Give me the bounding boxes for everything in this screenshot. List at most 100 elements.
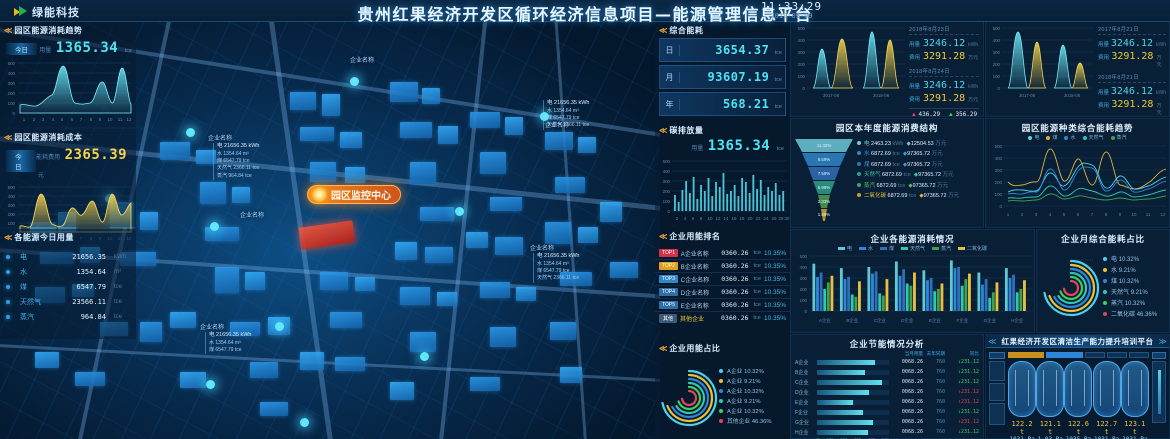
tank-unit[interactable]: 122.6 t1035 Pa bbox=[1064, 361, 1093, 439]
map-marker[interactable] bbox=[275, 322, 284, 331]
table-row[interactable]: F企业 0068.26 760 ↓231.12 bbox=[795, 407, 979, 417]
table-row[interactable]: TOP2 B企业名称 0360.26 tce 10.35% bbox=[655, 260, 790, 273]
stat-line: 费用 3291.28 万元 bbox=[1098, 99, 1162, 116]
kpi-row-day[interactable]: 日 3654.37 tce bbox=[659, 38, 786, 62]
bar bbox=[752, 175, 755, 211]
enterprise-name: A企业 bbox=[795, 359, 809, 366]
tank-pressure: 1035 Pa bbox=[1064, 436, 1092, 439]
energy-value: 6547.79 bbox=[76, 282, 106, 291]
map-enterprise-label: 企业名称 bbox=[240, 213, 265, 219]
kpi-row-month[interactable]: 月 93607.19 tce bbox=[659, 65, 786, 89]
rank-value: 0360.26 bbox=[721, 288, 749, 296]
table-row[interactable]: TOP5 E企业名称 0360.26 tce 10.35% bbox=[655, 299, 790, 312]
map-card-line: 煤 6547.79 tce bbox=[209, 347, 242, 354]
svg-text:500: 500 bbox=[8, 185, 16, 190]
stat-block: 2018年8月24日 用量 3246.12 kWh 费用 3291.28 万元 bbox=[909, 67, 979, 104]
energy-unit: tce bbox=[114, 313, 123, 320]
kpi-row-year[interactable]: 年 568.21 tce bbox=[659, 92, 786, 116]
bar bbox=[850, 294, 854, 311]
monitoring-center-marker[interactable]: 园区监控中心 bbox=[307, 185, 401, 204]
table-row[interactable]: TOP3 C企业名称 0360.26 tce 10.35% bbox=[655, 273, 790, 286]
rank-name: E企业名称 bbox=[680, 303, 709, 310]
cost-metric-label: 能耗费用 bbox=[36, 155, 61, 161]
bar bbox=[984, 279, 988, 311]
bullet-icon bbox=[6, 254, 10, 259]
rank-unit: tce bbox=[753, 315, 761, 321]
table-row[interactable]: TOP1 A企业名称 0360.26 tce 10.35% bbox=[655, 247, 790, 260]
map-info-card: 电 21656.35 kWh 水 1354.64 m³ 煤 6547.79 tc… bbox=[213, 143, 260, 180]
col-header: 去年同期 bbox=[926, 351, 945, 356]
clock: 11:33:29 2019-09-09 bbox=[761, 1, 822, 20]
map-marker[interactable] bbox=[206, 380, 215, 389]
table-row[interactable]: B企业 0068.26 760 ↓231.12 bbox=[795, 367, 979, 377]
enterprise-name: E企业 bbox=[795, 399, 809, 406]
bar bbox=[1008, 278, 1012, 311]
table-row[interactable]: D企业 0068.26 760 ↑231.12 bbox=[795, 387, 979, 397]
bar bbox=[905, 283, 909, 311]
tank-unit[interactable]: 122.7 t1031 Pa bbox=[1092, 361, 1121, 439]
svg-text:20: 20 bbox=[748, 216, 753, 221]
list-item[interactable]: 电 21656.35 kWh bbox=[0, 249, 136, 264]
bar bbox=[782, 191, 785, 211]
map-marker[interactable] bbox=[350, 77, 359, 86]
tag-today[interactable]: 今日 bbox=[6, 43, 37, 55]
svg-text:400: 400 bbox=[8, 194, 16, 199]
table-row[interactable]: H企业 0068.26 760 ↓231.12 bbox=[795, 427, 979, 437]
chevron-right-icon[interactable]: ≫ bbox=[1158, 336, 1167, 346]
list-item[interactable]: 天然气 23566.11 tce bbox=[0, 294, 136, 309]
svg-text:300: 300 bbox=[663, 179, 671, 184]
last-year-value: 760 bbox=[935, 429, 945, 435]
last-year-value: 760 bbox=[935, 389, 945, 395]
list-item[interactable]: 蒸汽 964.84 tce bbox=[0, 309, 136, 324]
kpi-key: 月 bbox=[660, 71, 680, 83]
bar bbox=[949, 260, 953, 311]
table-row[interactable]: 其他 其他企业 0360.26 tce 10.35% bbox=[655, 312, 790, 324]
list-item[interactable]: 煤 6547.79 tce bbox=[0, 279, 136, 294]
svg-text:10: 10 bbox=[108, 117, 113, 122]
map-marker[interactable] bbox=[455, 207, 464, 216]
carbon-metric-unit: tce bbox=[776, 146, 784, 152]
svg-text:0: 0 bbox=[805, 309, 808, 314]
current-value: 0068.26 bbox=[901, 389, 923, 395]
legend-item: 蒸汽 bbox=[932, 245, 951, 252]
map-marker[interactable] bbox=[210, 222, 219, 231]
legend-item: 天然气 bbox=[901, 245, 925, 252]
carbon-metric-value: 1365.34 bbox=[707, 138, 771, 154]
legend-item: 电 10.32% bbox=[1103, 255, 1157, 266]
legend-item: 天然气 9.21% bbox=[1103, 288, 1157, 299]
map-card-line: 蒸汽 964.84 tce bbox=[217, 172, 252, 179]
list-item[interactable]: 水 1354.64 m³ bbox=[0, 264, 136, 279]
panel-title-text: 企业用能排名 bbox=[669, 232, 721, 241]
kpi-key: 年 bbox=[660, 98, 680, 110]
bar bbox=[894, 261, 898, 311]
table-row[interactable]: G企业 0068.26 760 ↑231.12 bbox=[795, 417, 979, 427]
table-row[interactable]: TOP4 D企业名称 0360.26 tce 10.35% bbox=[655, 286, 790, 299]
table-row[interactable]: C企业 0068.26 760 ↓231.12 bbox=[795, 377, 979, 387]
table-row[interactable]: E企业 0068.26 760 ↑231.12 bbox=[795, 397, 979, 407]
current-value: 0068.26 bbox=[901, 399, 923, 405]
yoy-value: ↓231.12 bbox=[957, 379, 979, 385]
bar bbox=[881, 295, 885, 311]
rank-value: 0360.26 bbox=[721, 301, 749, 309]
tag-today[interactable]: 今日 bbox=[6, 150, 37, 172]
chevron-left-icon[interactable]: ≪ bbox=[988, 336, 997, 346]
rank-unit: tce bbox=[753, 250, 761, 256]
bar bbox=[711, 196, 714, 211]
map-marker[interactable] bbox=[300, 418, 309, 427]
svg-text:3: 3 bbox=[42, 117, 45, 122]
tank-unit[interactable]: 123.1 t1031 Pa bbox=[1120, 361, 1149, 439]
map-marker[interactable] bbox=[420, 352, 429, 361]
monitoring-center-label: 园区监控中心 bbox=[331, 191, 391, 202]
tank-unit[interactable]: 122.2 t1031 Pa bbox=[1008, 361, 1037, 439]
axis-tick: B企业 bbox=[846, 317, 858, 323]
map-marker[interactable] bbox=[186, 128, 195, 137]
map-card-line: 电 21656.35 kWh bbox=[209, 332, 252, 338]
tank-unit[interactable]: 121.1 t1.03 Pa bbox=[1036, 361, 1065, 439]
panel-title-text: 综合能耗 bbox=[669, 26, 704, 35]
legend-item: A企业 9.21% bbox=[719, 397, 772, 407]
table-row[interactable]: A企业 0068.26 760 ↓231.12 bbox=[795, 357, 979, 367]
rank-badge: TOP4 bbox=[659, 288, 678, 296]
panel-enterprise-energy: 企业各能源消耗情况 电 水 煤 天然气 蒸汽 二氧化碳 500 400 300 20… bbox=[790, 229, 1035, 333]
axis-tick: E企业 bbox=[929, 317, 941, 323]
